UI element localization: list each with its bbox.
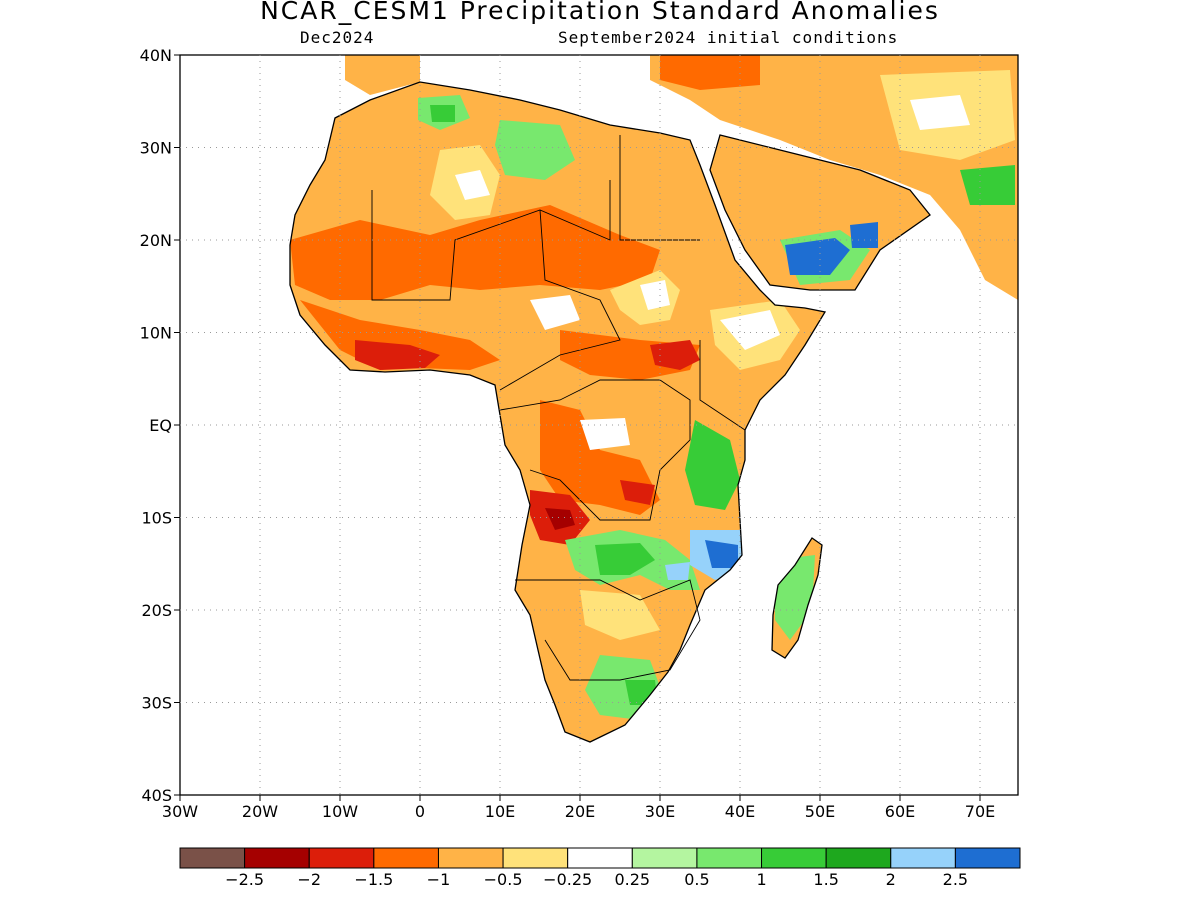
lat-tick-label: 20S [141, 601, 172, 620]
colorbar-label: 1.5 [813, 870, 838, 889]
colorbar-label: −1.5 [354, 870, 393, 889]
anomaly-orange-central [560, 330, 700, 380]
anomaly-orange-west-africa [300, 300, 500, 370]
arabia-coastline [709, 134, 931, 291]
colorbar-label: −2.5 [225, 870, 264, 889]
colorbar-label: 1 [756, 870, 766, 889]
anomaly-green-zambia [595, 543, 655, 575]
colorbar-swatch [244, 847, 310, 869]
anomaly-white-chad [640, 280, 670, 310]
colorbar-label: 2.5 [943, 870, 968, 889]
lon-tick-label: 50E [805, 802, 835, 821]
border-southern [515, 579, 701, 681]
colorbar-swatch [631, 847, 698, 869]
colorbar-swatch [954, 847, 1021, 869]
border-sahara [371, 180, 611, 301]
anomaly-blue-oman [850, 222, 878, 248]
anomaly-green-south-africa [625, 680, 658, 705]
border-central [499, 209, 621, 391]
lat-tick-label: 30N [140, 139, 172, 158]
anomaly-green-morocco [430, 105, 455, 122]
colorbar-label: 0.25 [614, 870, 650, 889]
colorbar-swatch [567, 847, 633, 869]
lon-tick-label: 0 [415, 802, 425, 821]
forecast-month-label: Dec2024 [300, 28, 375, 47]
anomaly-orange-turkey [660, 55, 760, 90]
anomaly-white-nigeria [530, 295, 580, 330]
anomaly-white-congo [580, 418, 630, 450]
coastlines [289, 81, 931, 743]
lon-tick-label: 10W [322, 802, 358, 821]
anomaly-lightgreen-libya [495, 120, 575, 180]
colorbar-swatch [761, 847, 827, 869]
lon-tick-label: 60E [885, 802, 915, 821]
colorbar: −2.5 −2 −1.5 −1 −0.5 −0.25 0.25 0.5 1 1.5 2 2.5 [179, 847, 1021, 889]
anomaly-blue-mozambique [705, 540, 738, 568]
border-east [699, 340, 746, 431]
map-title: NCAR_CESM1 Precipitation Standard Anomal… [260, 0, 940, 25]
border-congo [499, 379, 691, 521]
lon-tick-label: 30W [162, 802, 198, 821]
anomaly-yellow-botswana [580, 590, 660, 640]
country-borders [371, 135, 746, 681]
anomaly-red-congo [620, 480, 655, 505]
lon-tick-label: 20E [565, 802, 595, 821]
anomaly-green-pakistan [960, 165, 1015, 205]
colorbar-swatch [890, 847, 956, 869]
colorbar-label: −0.25 [543, 870, 592, 889]
colorbar-swatch [825, 847, 892, 869]
lon-tick-label: 20W [242, 802, 278, 821]
lat-tick-label: 20N [140, 231, 172, 250]
colorbar-swatch [502, 847, 569, 869]
colorbar-label: −0.5 [484, 870, 523, 889]
anomaly-blue-yemen [785, 238, 850, 275]
lon-tick-label: 10E [485, 802, 515, 821]
colorbar-label: 2 [886, 870, 896, 889]
lat-tick-label: 30S [141, 694, 172, 713]
colorbar-label: −1 [427, 870, 451, 889]
lat-tick-label: 10N [140, 324, 172, 343]
anomaly-red-south-sudan [650, 340, 700, 370]
anomaly-orange-sahara [290, 205, 660, 300]
anomaly-lightgreen-madagascar [775, 555, 815, 640]
lat-tick-label: 40N [140, 46, 172, 65]
lat-tick-label: EQ [149, 416, 172, 435]
border-egypt [619, 135, 700, 241]
anomaly-darkred-angola [545, 508, 575, 530]
colorbar-swatch [179, 847, 246, 869]
anomaly-white-ethiopia [720, 310, 780, 350]
anomaly-white-algeria [455, 170, 490, 200]
colorbar-label: −2 [297, 870, 321, 889]
anomaly-green-kenya-tanzania [685, 420, 740, 510]
colorbar-label: 0.5 [684, 870, 709, 889]
anomaly-red-gulf-guinea [355, 340, 440, 370]
lat-tick-label: 10S [141, 509, 172, 528]
colorbar-swatch [373, 847, 439, 869]
colorbar-swatch [696, 847, 763, 869]
colorbar-swatch [308, 847, 375, 869]
lat-tick-label: 40S [141, 786, 172, 805]
colorbar-swatch [437, 847, 504, 869]
madagascar-coastline [771, 537, 823, 659]
anomaly-field [290, 55, 1018, 742]
anomaly-white-iran [910, 95, 970, 130]
lon-tick-label: 70E [965, 802, 995, 821]
anomaly-lightblue-malawi [665, 562, 690, 580]
initial-conditions-label: September2024 initial conditions [558, 28, 899, 47]
lon-tick-label: 40E [725, 802, 755, 821]
lon-tick-label: 30E [645, 802, 675, 821]
